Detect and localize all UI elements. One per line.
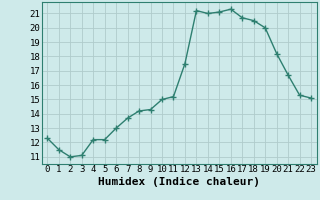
X-axis label: Humidex (Indice chaleur): Humidex (Indice chaleur) — [98, 177, 260, 187]
